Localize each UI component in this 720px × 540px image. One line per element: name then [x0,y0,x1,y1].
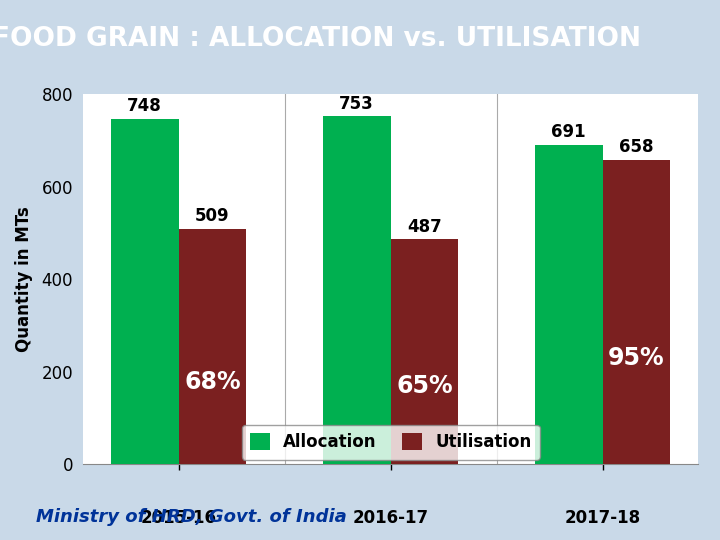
Bar [323,116,391,464]
Text: 487: 487 [407,218,442,235]
Legend: Allocation, Utilisation: Allocation, Utilisation [241,425,540,460]
Text: 753: 753 [339,94,374,112]
Bar [603,160,670,464]
Text: FOOD GRAIN : ALLOCATION vs. UTILISATION: FOOD GRAIN : ALLOCATION vs. UTILISATION [0,26,642,52]
Text: 748: 748 [127,97,162,115]
Bar [111,119,179,464]
Text: 691: 691 [552,123,586,141]
Text: 658: 658 [619,138,654,157]
Text: 95%: 95% [608,346,665,370]
Text: 65%: 65% [396,374,453,397]
Bar [391,239,459,464]
Bar [179,229,246,464]
Y-axis label: Quantity in MTs: Quantity in MTs [15,207,33,352]
Text: Ministry of HRD, Govt. of India: Ministry of HRD, Govt. of India [36,509,347,526]
Text: 509: 509 [195,207,230,225]
Bar [535,145,603,464]
Text: 68%: 68% [184,370,241,394]
